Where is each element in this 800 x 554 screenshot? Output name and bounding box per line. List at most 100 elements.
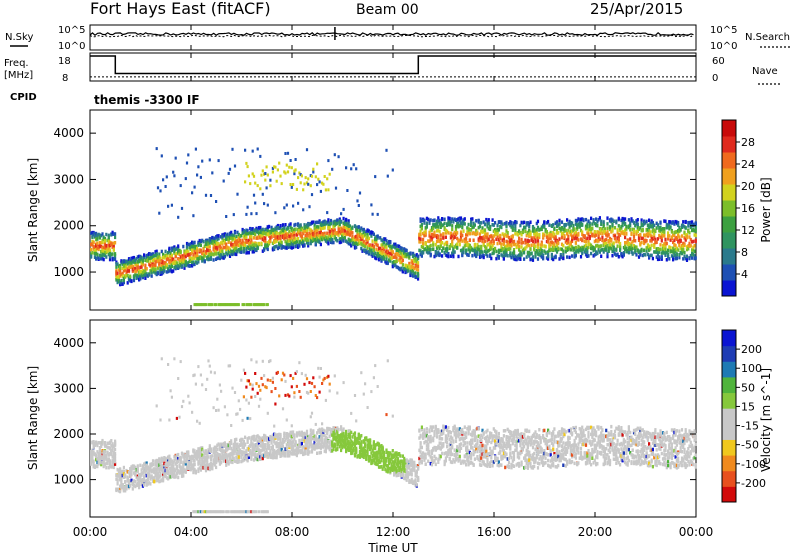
power-cell	[583, 244, 586, 249]
power-cell	[483, 239, 487, 243]
power-cell	[543, 225, 546, 229]
velocity-cell	[136, 476, 139, 480]
velocity-cell	[189, 462, 192, 467]
power-cell	[545, 221, 548, 225]
power-cell	[322, 232, 325, 236]
velocity-cell	[119, 484, 122, 488]
power-cell	[124, 275, 127, 279]
power-cell	[366, 235, 369, 239]
power-cell	[452, 247, 455, 251]
power-cell	[327, 218, 330, 222]
velocity-cell	[154, 467, 157, 471]
power-cell	[482, 235, 485, 239]
power-cell	[140, 269, 143, 274]
power-cell	[501, 254, 504, 258]
power-cell	[626, 242, 629, 247]
power-cell	[259, 187, 262, 191]
power-cell	[308, 227, 311, 232]
power-cell	[217, 303, 220, 307]
power-cell	[114, 257, 117, 261]
velocity-cell	[122, 465, 125, 470]
power-cell	[558, 257, 561, 261]
power-cell	[429, 243, 432, 248]
power-cell	[160, 249, 163, 254]
power-cell	[613, 226, 617, 230]
power-cell	[558, 226, 561, 230]
power-cell	[665, 241, 668, 246]
power-cell	[352, 163, 355, 167]
power-cell	[196, 248, 199, 253]
power-cell	[447, 216, 450, 220]
power-cell	[631, 246, 634, 251]
power-cell	[489, 227, 492, 231]
power-cell	[347, 224, 350, 228]
power-cell	[273, 228, 276, 232]
power-cell	[367, 252, 370, 256]
power-cell	[411, 274, 415, 278]
power-cell	[91, 251, 94, 255]
power-cell	[279, 239, 282, 243]
power-cell	[542, 235, 545, 239]
power-cell	[428, 247, 431, 252]
power-cell	[668, 220, 671, 224]
power-cell	[481, 226, 484, 230]
power-cell	[215, 244, 218, 248]
power-cell	[286, 245, 290, 249]
power-cell	[281, 245, 285, 249]
power-cell	[375, 254, 378, 258]
velocity-cell	[208, 462, 211, 467]
power-cell	[640, 223, 643, 228]
power-cell	[674, 243, 677, 248]
power-cell	[317, 220, 320, 225]
power-cell	[351, 234, 354, 239]
power-cell	[139, 257, 142, 261]
velocity-cell	[135, 468, 138, 472]
power-cell	[173, 245, 176, 249]
power-cell	[427, 239, 430, 243]
power-cell	[486, 249, 489, 254]
power-cell	[208, 303, 211, 307]
power-cell	[505, 224, 508, 229]
power-cell	[261, 231, 264, 235]
power-cell	[143, 255, 146, 259]
power-cell	[132, 275, 136, 279]
velocity-cell	[215, 460, 218, 465]
power-cell	[449, 236, 452, 240]
power-cell	[187, 263, 190, 268]
power-cell	[627, 244, 630, 248]
power-cell	[573, 247, 576, 251]
power-cell	[505, 229, 508, 233]
power-cell	[179, 255, 182, 259]
power-cell	[637, 234, 641, 238]
power-cell	[519, 252, 522, 257]
power-cell	[121, 262, 124, 266]
power-cell	[346, 231, 349, 235]
power-cell	[588, 234, 591, 239]
power-cell	[428, 230, 431, 235]
velocity-cell	[163, 472, 166, 476]
power-cell	[622, 230, 625, 234]
power-cell	[625, 231, 628, 236]
velocity-cell	[204, 463, 208, 468]
power-cell	[574, 236, 577, 240]
power-cell	[656, 223, 660, 227]
power-cell	[496, 227, 499, 232]
power-cell	[177, 246, 180, 250]
power-cell	[400, 255, 403, 260]
power-cell	[159, 272, 162, 276]
velocity-cell	[106, 450, 109, 455]
power-cell	[236, 249, 239, 254]
power-cell	[531, 226, 535, 230]
power-cell	[543, 244, 546, 248]
power-cell	[193, 256, 196, 260]
power-cell	[449, 243, 452, 247]
power-cell	[140, 272, 143, 276]
velocity-cell	[143, 483, 146, 487]
velocity-cell	[115, 487, 118, 492]
power-cell	[281, 234, 285, 239]
power-cell	[192, 262, 195, 267]
power-cell	[139, 265, 142, 270]
velocity-cell	[151, 462, 155, 467]
power-cell	[449, 220, 452, 224]
power-cell	[206, 248, 209, 252]
